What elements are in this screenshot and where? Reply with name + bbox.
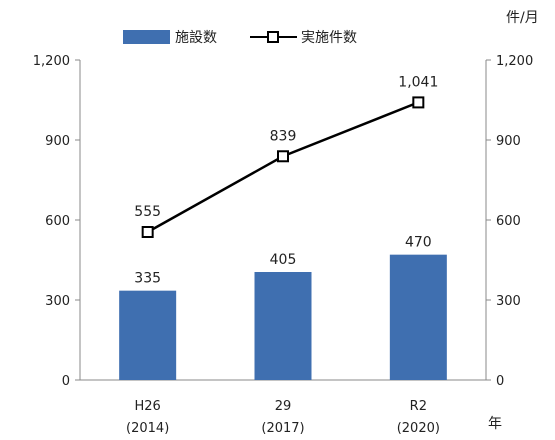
category-sublabel: (2017) xyxy=(261,421,304,436)
right-tick-label: 900 xyxy=(496,134,521,149)
left-tick-label: 1,200 xyxy=(33,54,70,69)
bar-value-label: 335 xyxy=(134,271,161,287)
legend-bar-label: 施設数 xyxy=(175,30,217,46)
category-label: H26 xyxy=(135,399,161,414)
bar-value-label: 470 xyxy=(405,235,432,251)
right-tick-label: 600 xyxy=(496,214,521,229)
left-tick-label: 0 xyxy=(62,374,70,389)
legend: 施設数 実施件数 xyxy=(123,30,357,46)
bar xyxy=(119,290,177,380)
category-label: 29 xyxy=(275,399,292,414)
line-marker xyxy=(277,150,289,163)
left-tick-label: 900 xyxy=(45,134,70,149)
line-marker xyxy=(141,226,154,238)
right-tick-label: 0 xyxy=(496,374,504,389)
left-tick-label: 600 xyxy=(45,214,70,229)
line-series: 555 839 1,041 xyxy=(134,74,438,238)
line-value-label: 839 xyxy=(270,128,297,144)
axis-ticks: 0 300 600 900 1,200 0 300 600 900 1,200 xyxy=(33,54,533,389)
x-axis-label: 年 xyxy=(488,416,502,432)
legend-line-marker xyxy=(267,31,279,43)
category-sublabel: (2020) xyxy=(397,421,440,436)
legend-line-label: 実施件数 xyxy=(301,30,357,46)
series-line xyxy=(147,101,419,234)
bar-series: 335 405 470 xyxy=(119,235,447,380)
right-tick-label: 300 xyxy=(496,294,521,309)
line-value-label: 555 xyxy=(134,204,161,220)
line-marker xyxy=(412,96,425,109)
right-tick-label: 1,200 xyxy=(496,54,533,69)
category-sublabel: (2014) xyxy=(126,421,169,436)
bar xyxy=(254,272,312,380)
category-labels: H26 (2014) 29 (2017) R2 (2020) xyxy=(126,399,440,436)
right-axis-unit: 件/月 xyxy=(506,10,539,26)
legend-bar-swatch xyxy=(123,30,170,44)
line-value-label: 1,041 xyxy=(398,74,438,90)
left-tick-label: 300 xyxy=(45,294,70,309)
bar-value-label: 405 xyxy=(270,252,297,268)
bar xyxy=(389,254,447,380)
category-label: R2 xyxy=(410,399,427,414)
